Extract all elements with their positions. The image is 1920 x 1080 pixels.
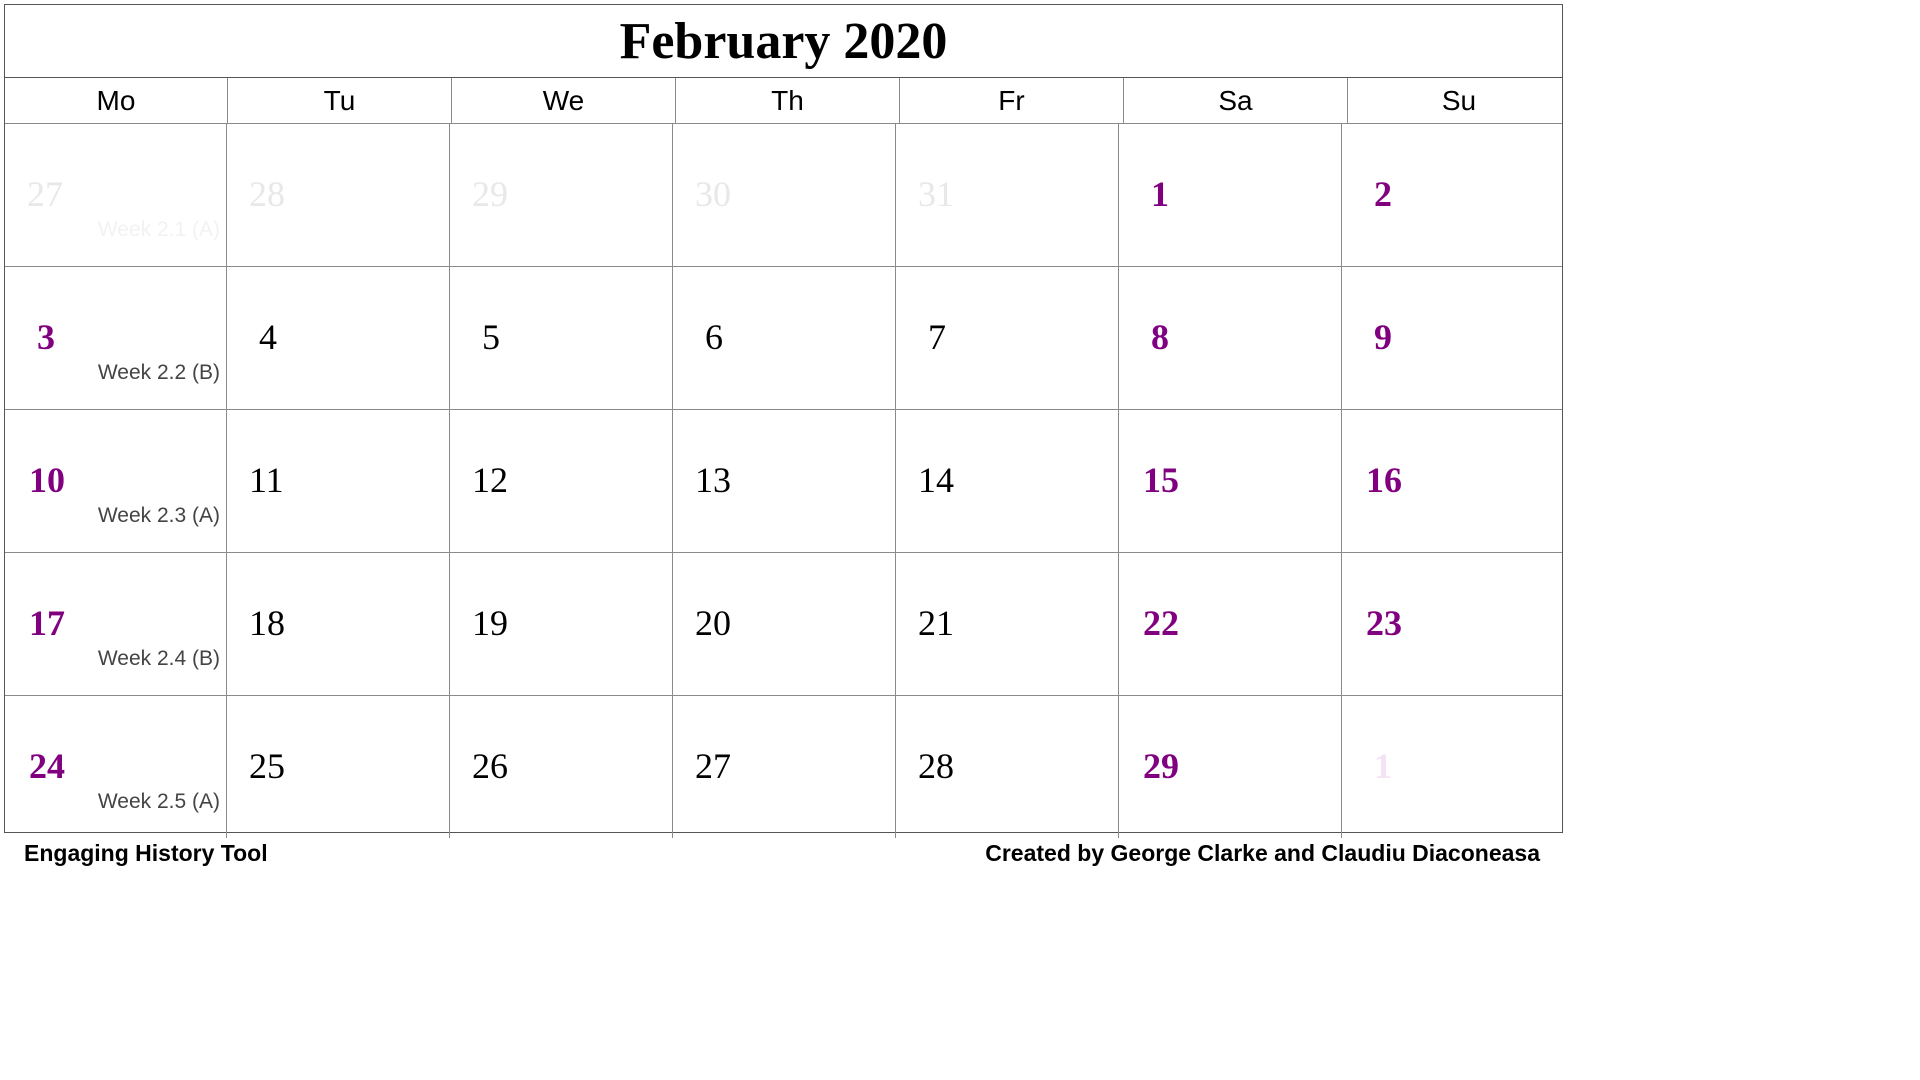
weeks-container: 27 Week 2.1 (A) 28 29 30 31 1 2 3 Week 2.2 (B) 4 5 6… [5, 124, 1562, 838]
weekday-header: Mo [5, 78, 228, 123]
day-cell[interactable]: 23 [1342, 553, 1564, 695]
day-number: 28 [918, 746, 954, 786]
weekday-header: Th [676, 78, 900, 123]
day-number: 1 [1374, 746, 1392, 786]
day-cell[interactable]: 15 [1119, 410, 1342, 552]
day-cell[interactable]: 9 [1342, 267, 1564, 409]
day-number: 27 [27, 174, 63, 214]
day-cell[interactable]: 14 [896, 410, 1119, 552]
day-number: 9 [1374, 317, 1392, 357]
day-cell[interactable]: 30 [673, 124, 896, 266]
day-number: 30 [695, 174, 731, 214]
weekday-header: Sa [1124, 78, 1348, 123]
week-label: Week 2.1 (A) [97, 218, 220, 241]
day-number: 12 [472, 460, 508, 500]
day-number: 11 [249, 460, 284, 500]
weekday-header: Su [1441, 84, 1477, 116]
calendar-grid: February 2020 Mo Tu We Th Fr Sa Su 27 Wee… [4, 4, 1563, 838]
day-cell[interactable]: 19 [450, 553, 673, 695]
week-row: 3 Week 2.2 (B) 4 5 6 7 8 9 [5, 267, 1562, 410]
day-number: 2 [1374, 174, 1392, 214]
day-cell[interactable]: 28 [227, 124, 450, 266]
day-cell[interactable]: 3 Week 2.2 (B) [5, 267, 227, 409]
day-cell[interactable]: 1 [1119, 124, 1342, 266]
week-row: 27 Week 2.1 (A) 28 29 30 31 1 2 [5, 124, 1562, 267]
day-number: 14 [918, 460, 954, 500]
day-number: 31 [918, 174, 954, 214]
day-number: 8 [1151, 317, 1169, 357]
day-number: 19 [472, 603, 508, 643]
day-cell[interactable]: 2 [1342, 124, 1564, 266]
week-row: 17 Week 2.4 (B) 18 19 20 21 22 23 [5, 553, 1562, 696]
day-cell[interactable]: 16 [1342, 410, 1564, 552]
week-label: Week 2.3 (A) [97, 504, 220, 527]
weekday-header: We [452, 78, 676, 123]
footer-credits: Created by George Clarke and Claudiu Dia… [985, 840, 1540, 866]
weekday-header: Tu [228, 78, 452, 123]
day-number: 29 [1143, 746, 1179, 786]
day-cell[interactable]: 26 [450, 696, 673, 838]
day-cell[interactable]: 29 [450, 124, 673, 266]
day-number: 24 [29, 746, 65, 786]
footer-tool-name: Engaging History Tool [24, 840, 268, 866]
day-cell[interactable]: 25 [227, 696, 450, 838]
day-cell[interactable]: 29 [1119, 696, 1342, 838]
weekday-header: Fr [900, 78, 1124, 123]
week-row: 24 Week 2.5 (A) 25 26 27 28 29 1 [5, 696, 1562, 838]
day-number: 5 [482, 317, 500, 357]
week-row: 10 Week 2.3 (A) 11 12 13 14 15 16 [5, 410, 1562, 553]
day-number: 16 [1366, 460, 1402, 500]
day-cell[interactable]: 13 [673, 410, 896, 552]
day-number: 10 [29, 460, 65, 500]
week-label: Week 2.5 (A) [97, 790, 220, 813]
day-number: 27 [695, 746, 731, 786]
day-number: 7 [928, 317, 946, 357]
day-cell[interactable]: 11 [227, 410, 450, 552]
day-cell[interactable]: 8 [1119, 267, 1342, 409]
day-cell[interactable]: 21 [896, 553, 1119, 695]
day-cell[interactable]: 1 [1342, 696, 1564, 838]
day-cell[interactable]: 20 [673, 553, 896, 695]
day-cell[interactable]: 6 [673, 267, 896, 409]
day-number: 1 [1151, 174, 1169, 214]
day-number: 13 [695, 460, 731, 500]
day-cell[interactable]: 4 [227, 267, 450, 409]
day-cell[interactable]: 24 Week 2.5 (A) [5, 696, 227, 838]
day-cell[interactable]: 18 [227, 553, 450, 695]
day-number: 3 [37, 317, 55, 357]
day-number: 23 [1366, 603, 1402, 643]
day-number: 28 [249, 174, 285, 214]
day-number: 18 [249, 603, 285, 643]
day-cell[interactable]: 10 Week 2.3 (A) [5, 410, 227, 552]
day-cell[interactable]: 22 [1119, 553, 1342, 695]
day-number: 22 [1143, 603, 1179, 643]
day-cell[interactable]: 17 Week 2.4 (B) [5, 553, 227, 695]
weekday-header-row: Mo Tu We Th Fr Sa Su [5, 78, 1562, 124]
day-cell[interactable]: 27 [673, 696, 896, 838]
day-number: 25 [249, 746, 285, 786]
day-number: 26 [472, 746, 508, 786]
day-number: 20 [695, 603, 731, 643]
day-cell[interactable]: 7 [896, 267, 1119, 409]
day-number: 21 [918, 603, 954, 643]
day-cell[interactable]: 27 Week 2.1 (A) [5, 124, 227, 266]
day-cell[interactable]: 28 [896, 696, 1119, 838]
day-number: 29 [472, 174, 508, 214]
day-number: 4 [259, 317, 277, 357]
week-label: Week 2.2 (B) [97, 361, 220, 384]
day-number: 6 [705, 317, 723, 357]
day-number: 15 [1143, 460, 1179, 500]
calendar-title: February 2020 [619, 13, 948, 70]
title-row: February 2020 [5, 5, 1562, 78]
day-cell[interactable]: 31 [896, 124, 1119, 266]
day-number: 17 [29, 603, 65, 643]
day-cell[interactable]: 5 [450, 267, 673, 409]
day-cell[interactable]: 12 [450, 410, 673, 552]
week-label: Week 2.4 (B) [97, 647, 220, 670]
